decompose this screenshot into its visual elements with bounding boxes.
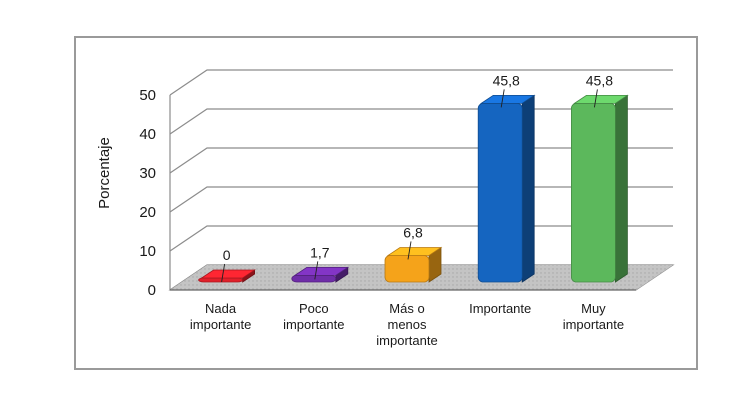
category-label: Muy <box>581 301 606 316</box>
bar-top <box>293 266 350 276</box>
data-label: 45,8 <box>493 72 520 88</box>
category-label: Importante <box>469 301 531 316</box>
bar-front <box>477 102 523 283</box>
data-labels: 0 1,7 6,8 45,8 45,8 <box>221 72 613 283</box>
y-tick-label: 0 <box>148 282 156 299</box>
data-label: 45,8 <box>586 72 613 88</box>
data-label: 6,8 <box>403 224 423 240</box>
category-label: importante <box>376 333 437 348</box>
category-label: Más o <box>389 301 424 316</box>
data-label: 0 <box>223 247 231 263</box>
bar <box>477 94 536 283</box>
data-label-leader <box>407 241 412 260</box>
category-label: Poco <box>299 301 329 316</box>
bar-top <box>386 247 443 256</box>
bar-side <box>615 94 628 283</box>
y-tick-label: 30 <box>139 165 156 182</box>
category-label: importante <box>283 317 344 332</box>
bar-front <box>384 255 430 283</box>
y-tick-label: 20 <box>139 204 156 221</box>
bar <box>291 266 350 283</box>
category-label: importante <box>563 317 624 332</box>
data-label-leader <box>500 89 505 108</box>
bar-top <box>573 94 629 104</box>
category-label: importante <box>190 317 251 332</box>
data-label: 1,7 <box>310 244 330 260</box>
bar <box>198 269 256 283</box>
category-label: menos <box>387 317 427 332</box>
data-label-leader <box>221 263 226 283</box>
bars <box>198 94 629 283</box>
y-tick-label: 40 <box>139 126 156 143</box>
gridline <box>169 69 673 96</box>
bar-front <box>291 274 337 283</box>
y-axis-label: Porcentaje <box>96 137 113 209</box>
category-label: Nada <box>205 301 237 316</box>
data-label-leader <box>593 89 598 108</box>
y-tick-label: 50 <box>139 87 156 104</box>
y-tick-label: 10 <box>139 243 156 260</box>
bar-side <box>521 94 535 283</box>
bar <box>571 94 629 283</box>
bar <box>384 246 443 283</box>
bar-front <box>198 277 244 283</box>
bar-front <box>571 102 616 283</box>
y-axis-ticks: 0 10 20 30 40 50 <box>139 87 156 299</box>
bar-top <box>479 94 536 104</box>
bar-top <box>200 269 256 279</box>
data-label-leader <box>314 261 319 280</box>
